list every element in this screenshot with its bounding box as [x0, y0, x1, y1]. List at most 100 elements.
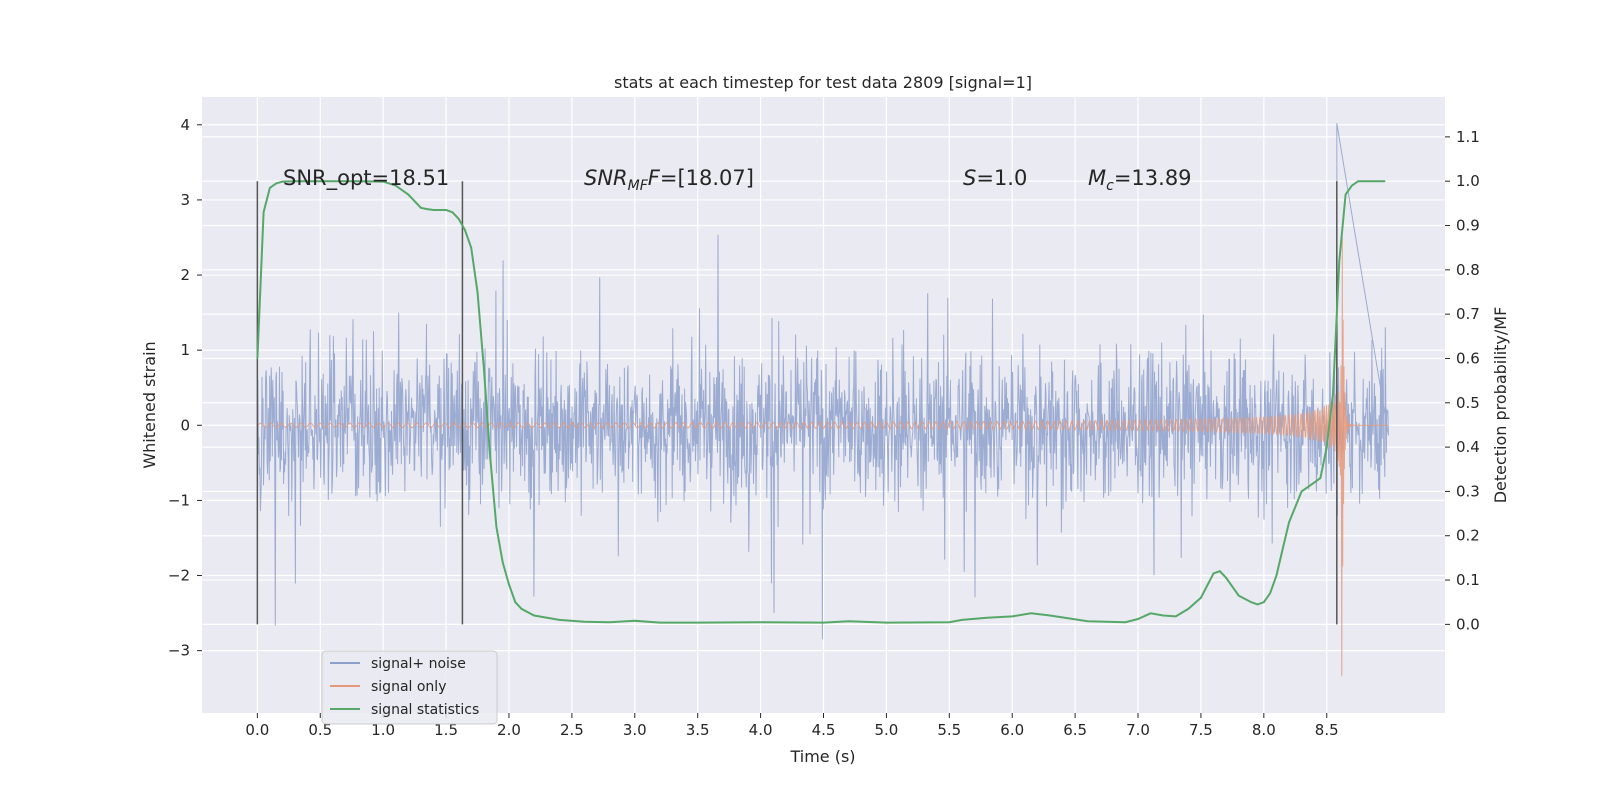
signal-statistics-point	[420, 206, 422, 209]
signal-statistics-point	[483, 366, 485, 369]
grid	[202, 97, 1445, 713]
annotation-mc-subscript: c	[1106, 178, 1114, 194]
legend: signal+ noise signal only signal statist…	[321, 650, 498, 725]
signal-statistics-series	[256, 180, 1386, 624]
annotation-mc: Mc=13.89	[1088, 166, 1192, 194]
signal-statistics-point	[961, 619, 963, 621]
y-right-tick-label: 0.4	[1456, 438, 1480, 456]
x-tick-label: 8.5	[1315, 721, 1339, 739]
signal-only-line	[257, 237, 1389, 677]
x-tick-label: 1.5	[434, 721, 458, 739]
signal-statistics-point	[451, 211, 454, 214]
signal-statistics-point	[464, 229, 466, 231]
signal-statistics-point	[501, 561, 504, 564]
signal-statistics-point	[269, 187, 271, 189]
signal-statistics-point	[1187, 608, 1190, 610]
signal-statistics-point	[1030, 612, 1032, 615]
legend-label-signal-only: signal only	[371, 679, 446, 695]
x-tick-label: 4.0	[749, 721, 773, 739]
signal-statistics-point	[1237, 594, 1240, 597]
signal-statistics-point	[357, 180, 359, 183]
signal-statistics-point	[885, 621, 888, 624]
signal-statistics-point	[432, 209, 435, 211]
x-axis-title: Time (s)	[789, 747, 855, 766]
signal-statistics-point	[1332, 393, 1334, 395]
signal-statistics-point	[759, 621, 762, 623]
x-tick-label: 3.5	[686, 721, 710, 739]
signal-statistics-point	[1288, 521, 1290, 524]
signal-statistics-point	[633, 620, 636, 622]
signal-statistics-point	[426, 208, 428, 210]
signal-statistics-point	[847, 620, 850, 623]
x-tick-label: 7.0	[1126, 721, 1150, 739]
y-right-tick-label: 1.1	[1456, 128, 1480, 146]
signal-statistics-point	[1269, 592, 1271, 595]
annotation-snr-mf: SNRMFF=[18.07]	[584, 166, 754, 194]
y-right-tick-label: 0.0	[1456, 615, 1480, 633]
signal-statistics-point	[1011, 615, 1014, 618]
signal-statistics-point	[1200, 596, 1202, 599]
signal-statistics-point	[986, 616, 988, 619]
signal-statistics-point	[583, 620, 586, 623]
signal-statistics-point	[1086, 620, 1089, 623]
signal-statistics-point	[659, 621, 661, 624]
signal-statistics-point	[319, 180, 322, 183]
vertical-markers	[256, 181, 1338, 625]
signal-statistics-point	[1250, 601, 1253, 604]
y-tick-label: 4	[180, 116, 190, 134]
y-axis-right-title: Detection probability/MF	[1491, 307, 1510, 504]
signal-statistics-point	[1049, 614, 1051, 617]
signal-statistics-point	[520, 608, 523, 610]
signal-statistics-point	[1281, 548, 1284, 550]
y-tick-label: 3	[180, 191, 190, 209]
x-tick-label: 1.0	[371, 721, 395, 739]
y-right-tick-label: 1.0	[1456, 172, 1480, 190]
signal-statistics-point	[1256, 603, 1259, 606]
signal-statistics-point	[445, 209, 447, 211]
signal-statistics-point	[948, 621, 951, 623]
y-tick-label: −2	[168, 567, 190, 585]
signal-statistics-point	[1357, 180, 1359, 183]
signal-statistics-point	[1344, 193, 1347, 196]
signal-noise-series	[256, 123, 1389, 640]
x-tick-label: 2.0	[497, 721, 521, 739]
signal-statistics-point	[1124, 621, 1127, 623]
signal-statistics-point	[470, 246, 473, 249]
signal-statistics-point	[533, 614, 535, 617]
signal-statistics-point	[495, 526, 498, 528]
signal-statistics-point	[1137, 618, 1139, 620]
y-right-tick-label: 0.1	[1456, 571, 1480, 589]
signal-statistics-line	[256, 180, 1385, 624]
annotation-snr-opt: SNR_opt=18.51	[283, 166, 449, 191]
signal-statistics-point	[514, 601, 517, 604]
signal-statistics-point	[608, 621, 611, 623]
chart-title: stats at each timestep for test data 280…	[614, 73, 1032, 92]
signal-statistics-point	[1225, 577, 1227, 579]
y-right-tick-label: 0.8	[1456, 261, 1480, 279]
x-tick-label: 0.5	[308, 721, 332, 739]
annotation-snr-mf-subscript: MF	[628, 178, 649, 194]
annotation-snr-mf-value: =[18.07]	[660, 166, 754, 190]
signal-statistics-point	[1219, 570, 1221, 572]
x-axis: 0.0 0.5 1.0 1.5 2.0 2.5 3.0 3.5 4.0 4.5 5.0 5.5 6.0 6…	[245, 713, 1339, 739]
signal-statistics-point	[1300, 490, 1303, 493]
annotation-s-symbol: S	[963, 166, 976, 190]
x-tick-label: 5.0	[874, 721, 898, 739]
signal-statistics-point	[457, 218, 460, 220]
signal-statistics-point	[262, 211, 265, 214]
signal-statistics-point	[558, 619, 561, 621]
x-tick-label: 2.5	[560, 721, 584, 739]
signal-statistics-point	[1383, 180, 1386, 183]
annotation-snr-mf-symbol: SNR	[584, 166, 628, 190]
x-tick-label: 6.0	[1000, 721, 1024, 739]
x-tick-label: 4.5	[812, 721, 836, 739]
signal-statistics-point	[382, 180, 384, 183]
signal-statistics-point	[1338, 260, 1341, 262]
signal-statistics-point	[407, 193, 410, 196]
annotation-s: S=1.0	[963, 166, 1027, 190]
y-right-tick-label: 0.3	[1456, 482, 1480, 500]
signal-noise-line	[256, 123, 1389, 640]
y-tick-label: −3	[168, 642, 190, 660]
signal-statistics-point	[489, 455, 491, 457]
